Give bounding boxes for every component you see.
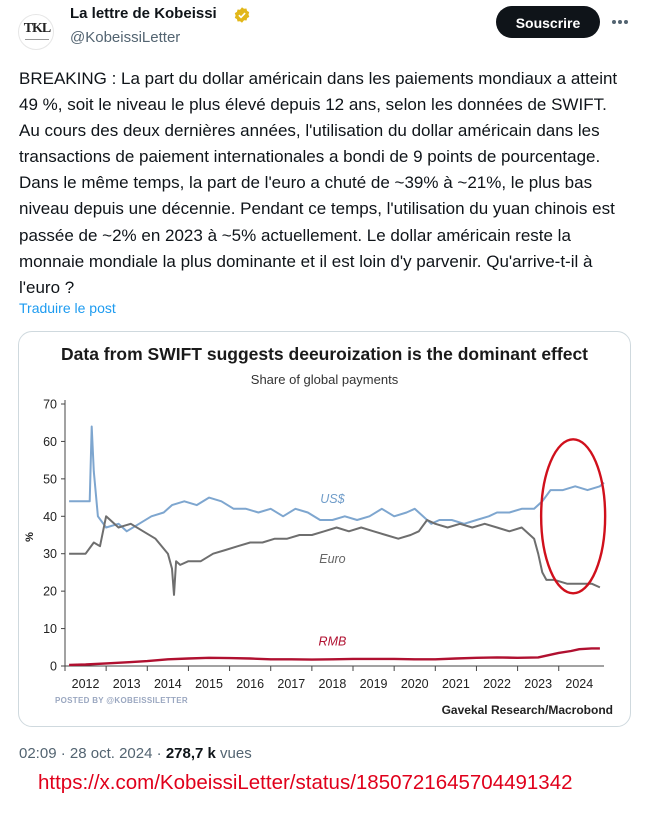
x-tick-label: 2021 (442, 677, 470, 691)
avatar-logo-text: TKL (23, 21, 52, 36)
chart-subtitle: Share of global payments (250, 372, 399, 387)
x-tick-label: 2024 (565, 677, 593, 691)
tweet-date[interactable]: 28 oct. 2024 (69, 745, 153, 762)
chart-source: Gavekal Research/Macrobond (441, 703, 613, 717)
chart-title: Data from SWIFT suggests deeuroization i… (61, 344, 588, 364)
subscribe-button[interactable]: Souscrire (496, 6, 600, 38)
meta-separator: · (156, 745, 166, 762)
y-tick-label: 10 (43, 622, 57, 636)
y-tick-label: 20 (43, 585, 57, 599)
series-line-rmb (69, 647, 600, 667)
meta-separator: · (60, 745, 70, 762)
tweet-time[interactable]: 02:09 (19, 745, 57, 762)
display-name[interactable]: La lettre de Kobeissi (70, 5, 217, 22)
x-tick-label: 2013 (113, 677, 141, 691)
translate-post-link[interactable]: Traduire le post (19, 300, 116, 316)
views-label: vues (220, 745, 252, 762)
x-tick-label: 2019 (360, 677, 388, 691)
y-tick-label: 30 (43, 547, 57, 561)
y-tick-label: 70 (43, 398, 57, 412)
x-tick-label: 2022 (483, 677, 511, 691)
highlight-circle (539, 438, 607, 595)
tweet-metadata: 02:09 · 28 oct. 2024 · 278,7 k vues (19, 745, 252, 762)
tweet-text: BREAKING : La part du dollar américain d… (19, 69, 618, 297)
y-tick-label: 0 (50, 660, 57, 674)
views-count: 278,7 k (165, 745, 216, 762)
x-tick-label: 2016 (236, 677, 264, 691)
series-label-euro: Euro (319, 552, 345, 566)
series-label-rmb: RMB (319, 634, 347, 648)
series-label-usd: US$ (320, 492, 345, 506)
chart: 0 10 20 30 40 50 60 70% 2012 2013 2014 2015 2016 2017… (24, 398, 607, 691)
series-line-usd (69, 425, 605, 533)
x-tick-label: 2023 (524, 677, 552, 691)
avatar-logo-rule (25, 39, 49, 40)
tweet-media-chart[interactable]: 0 10 20 30 40 50 60 70% 2012 2013 2014 2015 2016 2017… (18, 331, 631, 727)
y-tick-label: 50 (43, 472, 57, 486)
x-tick-label: 2012 (72, 677, 100, 691)
x-tick-label: 2020 (401, 677, 429, 691)
x-tick-label: 2015 (195, 677, 223, 691)
tweet-header: TKL La lettre de Kobeissi @KobeissiLette… (0, 0, 650, 60)
series-line-euro (69, 515, 601, 596)
avatar[interactable]: TKL (18, 14, 54, 50)
y-axis-label: % (24, 532, 36, 542)
user-handle[interactable]: @KobeissiLetter (70, 29, 181, 46)
verified-badge-icon (234, 7, 250, 23)
x-tick-label: 2014 (154, 677, 182, 691)
x-tick-label: 2018 (319, 677, 347, 691)
y-tick-label: 60 (43, 435, 57, 449)
post-url[interactable]: https://x.com/KobeissiLetter/status/1850… (38, 771, 573, 794)
y-tick-label: 40 (43, 510, 57, 524)
more-options-icon[interactable] (606, 8, 634, 36)
x-tick-label: 2017 (277, 677, 305, 691)
chart-watermark: POSTED BY @KOBEISSILETTER (55, 696, 188, 705)
